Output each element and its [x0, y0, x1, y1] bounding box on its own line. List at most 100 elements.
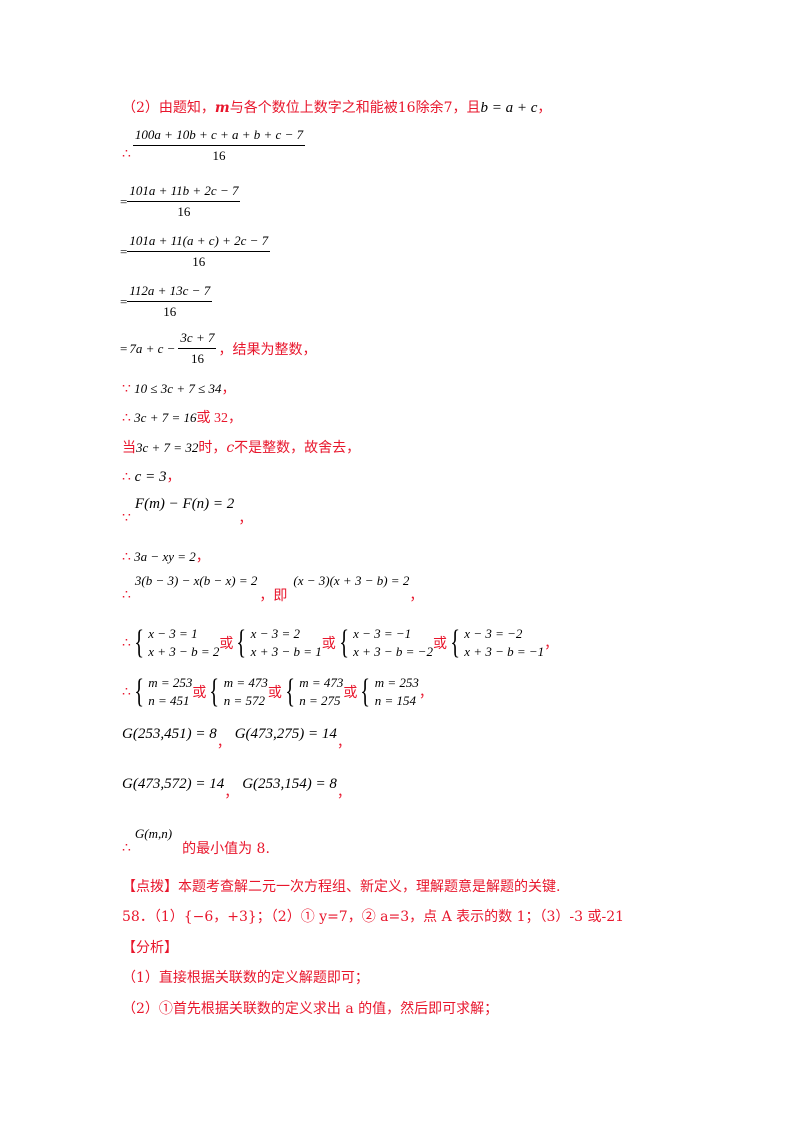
xb-systems: ∴ { x − 3 = 1 x + 3 − b = 2 或 { x − 3 = 2…	[122, 625, 558, 661]
step-1: ∴ 100a + 10b + c + a + b + c − 7 16	[122, 127, 306, 164]
value-line: ∴ 3c + 7 = 16或 32，	[122, 407, 242, 427]
eq-b: b = a + c	[480, 100, 538, 116]
therefore-symbol: ∴	[122, 840, 131, 856]
equals-sign: =	[120, 243, 128, 259]
because-symbol: ∵	[122, 382, 131, 397]
when-mid: 时，	[198, 440, 227, 456]
or-text: 或	[192, 686, 207, 701]
fraction-5: 3c + 7 16	[178, 330, 217, 367]
analysis-item-1: （1）直接根据关联数的定义解题即可；	[122, 970, 369, 986]
fraction-1: 100a + 10b + c + a + b + c − 7 16	[132, 127, 306, 164]
xb-2-eq-1: x − 3 = 2	[250, 626, 300, 641]
or-text: 或	[219, 637, 234, 652]
value-eq: 3c + 7 = 16	[134, 410, 197, 425]
c-value-line: ∴ c = 3，	[122, 466, 180, 486]
mn-system-4: { m = 253 n = 154	[357, 674, 419, 710]
step-5: = 7a + c − 3c + 7 16 ，结果为整数，	[120, 330, 316, 367]
step-2: = 101a + 11b + 2c − 7 16	[120, 183, 241, 220]
fraction-3-den: 16	[192, 254, 206, 269]
fraction-3-num: 101a + 11(a + c) + 2c − 7	[127, 233, 271, 252]
comma: ，	[418, 686, 433, 701]
mn-3-n: n = 275	[299, 693, 341, 708]
step-5-lead: 7a + c −	[129, 340, 176, 356]
fraction-4-den: 16	[163, 304, 177, 319]
analysis-heading: 【分析】	[122, 940, 178, 956]
intro-middle: 与各个数位上数字之和能被16除余7，且	[229, 100, 481, 116]
a-eq: 3a − xy = 2	[134, 549, 196, 564]
brace-icon: {	[209, 673, 220, 710]
xb-4-eq-2: x + 3 − b = −1	[464, 644, 545, 659]
b-eq-2: (x − 3)(x + 3 − b) = 2	[293, 573, 410, 588]
mn-1-m: m = 253	[148, 675, 193, 690]
intro-suffix: ，	[537, 100, 552, 116]
brace-icon: {	[134, 624, 144, 661]
discard-line: 当3c + 7 = 32时，c不是整数，故舍去，	[122, 437, 360, 457]
g-value-2: G(473,275) = 14	[234, 726, 337, 742]
dianbo-note: 【点拨】本题考查解二元一次方程组、新定义，理解题意是解题的关键.	[122, 879, 561, 895]
fraction-2-den: 16	[177, 204, 191, 219]
ji-text: ，即	[259, 589, 288, 604]
therefore-symbol: ∴	[122, 147, 131, 162]
mn-1-n: n = 451	[148, 693, 190, 708]
when-eq: 3c + 7 = 32	[136, 440, 199, 455]
xb-system-3: { x − 3 = −1 x + 3 − b = −2	[336, 625, 433, 661]
comma: ，	[409, 589, 424, 604]
brace-icon: {	[134, 673, 144, 710]
xb-4-eq-1: x − 3 = −2	[464, 626, 523, 641]
or-text: 或	[432, 637, 447, 652]
mn-system-2: { m = 473 n = 572	[206, 674, 268, 710]
comma: ，	[224, 786, 239, 801]
comma: ，	[195, 550, 210, 565]
mn-system-3: { m = 473 n = 275	[282, 673, 344, 710]
g-row-2: G(473,572) = 14 ， G(253,154) = 8 ，	[122, 776, 351, 802]
fraction-4: 112a + 13c − 7 16	[127, 283, 213, 320]
xb-2-eq-2: x + 3 − b = 1	[250, 644, 322, 659]
mn-system-1: { m = 253 n = 451	[131, 673, 193, 710]
comma: ，	[336, 736, 351, 751]
or-text: 或	[343, 686, 358, 701]
brace-icon: {	[285, 673, 295, 710]
mn-4-m: m = 253	[374, 675, 419, 690]
analysis-item-2: （2）①首先根据关联数的定义求出 a 的值，然后即可求解；	[122, 1001, 499, 1017]
step-3: = 101a + 11(a + c) + 2c − 7 16	[120, 233, 271, 270]
step-5-note: ，结果为整数，	[218, 342, 317, 358]
solution-intro: （2）由题知，m与各个数位上数字之和能被16除余7，且b = a + c，	[122, 97, 551, 117]
therefore-symbol: ∴	[122, 411, 131, 426]
comma: ，	[216, 736, 231, 751]
comma: ，	[336, 786, 351, 801]
brace-icon: {	[450, 624, 461, 661]
mn-systems: ∴ { m = 253 n = 451 或 { m = 473 n = 572 或 …	[122, 674, 433, 710]
inequality-suffix: ，	[221, 382, 236, 397]
brace-icon: {	[236, 624, 247, 661]
fraction-1-den: 16	[212, 148, 226, 163]
fraction-3: 101a + 11(a + c) + 2c − 7 16	[127, 233, 271, 270]
f-eq: F(m) − F(n) = 2	[134, 496, 235, 512]
when-tail: 不是整数，故舍去，	[234, 440, 361, 456]
gmn: G(m,n)	[134, 826, 173, 841]
xb-system-2: { x − 3 = 2 x + 3 − b = 1	[233, 624, 322, 661]
step-4: = 112a + 13c − 7 16	[120, 283, 213, 320]
therefore-symbol: ∴	[122, 470, 131, 485]
comma: ，	[166, 470, 181, 485]
inequality: 10 ≤ 3c + 7 ≤ 34	[134, 381, 222, 396]
mn-2-m: m = 473	[223, 675, 268, 690]
because-symbol: ∵	[122, 511, 131, 526]
equals-sign: =	[120, 193, 128, 209]
brace-icon: {	[339, 624, 349, 661]
xb-1-eq-1: x − 3 = 1	[148, 626, 198, 641]
var-m: m	[214, 100, 230, 116]
c-eq: c = 3	[134, 469, 167, 485]
g-value-4: G(253,154) = 8	[242, 776, 337, 792]
min-text: 的最小值为 8.	[182, 841, 270, 857]
therefore-symbol: ∴	[122, 635, 131, 651]
equals-sign: =	[120, 293, 128, 309]
value-tail: 或 32，	[196, 411, 243, 426]
comma: ，	[544, 637, 559, 652]
xb-3-eq-1: x − 3 = −1	[353, 626, 412, 641]
g-row-1: G(253,451) = 8 ， G(473,275) = 14 ，	[122, 726, 351, 752]
xb-3-eq-2: x + 3 − b = −2	[353, 644, 433, 659]
fraction-2-num: 101a + 11b + 2c − 7	[127, 183, 241, 202]
fraction-5-den: 16	[190, 351, 204, 366]
mn-3-m: m = 473	[299, 675, 344, 690]
fraction-1-num: 100a + 10b + c + a + b + c − 7	[132, 127, 306, 146]
